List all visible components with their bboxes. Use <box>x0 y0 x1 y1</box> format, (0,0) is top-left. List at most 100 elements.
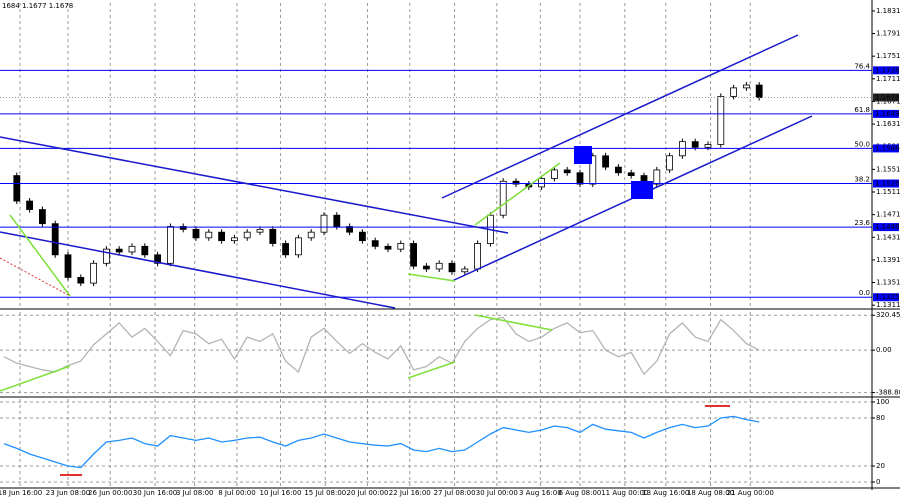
dotted-line <box>0 257 71 297</box>
y-tick-label: 100 <box>876 398 889 406</box>
candle <box>704 144 712 148</box>
fib-price-label: 1.1649 <box>875 110 900 118</box>
candle <box>371 240 379 247</box>
x-tick-label: 8 Jul 00:00 <box>218 489 256 497</box>
candle <box>602 155 609 168</box>
fib-price-box <box>873 144 899 153</box>
candle <box>179 226 187 230</box>
candle <box>333 214 341 227</box>
x-tick-label: 13 Aug 16:00 <box>642 489 689 497</box>
y-tick-label: 1.1351 <box>876 279 900 287</box>
x-tick-label: 18 Jun 16:00 <box>0 489 42 497</box>
fib-ratio: 23.6 <box>854 219 870 227</box>
x-tick-label: 22 Jul 16:00 <box>389 489 431 497</box>
candle <box>448 262 456 273</box>
y-tick-label: -388.802 <box>876 389 900 397</box>
candle <box>90 262 97 284</box>
divergence-line <box>474 162 561 226</box>
last-price-label: 1.1678 <box>875 93 900 101</box>
x-tick-label: 30 Jun 16:00 <box>133 489 177 497</box>
y-tick-label: 1.1511 <box>876 188 900 196</box>
x-tick-label: 23 Jun 08:00 <box>46 489 90 497</box>
candle <box>103 248 110 264</box>
y-tick-label: 1.1711 <box>876 75 900 83</box>
candle <box>422 265 430 270</box>
candle <box>51 223 59 256</box>
fib-price-label: 1.1588 <box>875 144 900 152</box>
candle <box>755 84 763 98</box>
y-tick-label: 1.1791 <box>876 30 900 38</box>
candle <box>192 228 200 239</box>
header-quote: 1684 1.1677 1.1678 <box>2 2 73 10</box>
indicator-line <box>3 415 760 469</box>
fib-ratio: 0.0 <box>859 289 870 297</box>
y-tick-label: 20 <box>876 462 885 470</box>
candle <box>717 95 725 145</box>
candle <box>576 172 584 185</box>
divergence-line <box>0 365 71 392</box>
candle <box>115 248 123 253</box>
y-tick-label: 1.1391 <box>876 256 900 264</box>
y-tick-label: 0 <box>876 478 880 486</box>
candle <box>627 172 635 176</box>
y-tick-label: 1.1631 <box>876 120 900 128</box>
fib-price-box <box>873 179 899 188</box>
candle <box>256 228 264 233</box>
candle <box>666 155 673 171</box>
candle <box>218 231 226 242</box>
fib-price-box <box>873 109 899 118</box>
last-price-box <box>873 93 899 102</box>
fib-price-box <box>873 293 899 302</box>
divergence-line <box>407 273 456 282</box>
y-tick-label: 1.1831 <box>876 7 900 15</box>
trend-line <box>0 231 396 309</box>
candle <box>499 180 507 216</box>
y-tick-label: 1.1311 <box>876 301 900 309</box>
candle <box>397 243 405 250</box>
candle <box>615 166 622 174</box>
candle <box>320 214 328 233</box>
candle <box>307 231 315 239</box>
candle <box>474 243 482 270</box>
candle <box>13 175 21 202</box>
fib-price-label: 1.1726 <box>875 66 900 74</box>
candle <box>205 231 213 239</box>
candle <box>282 243 290 256</box>
candle <box>294 237 302 256</box>
indicator-line <box>3 316 760 376</box>
candle <box>730 87 737 97</box>
x-tick-label: 15 Jul 08:00 <box>304 489 346 497</box>
fib-price-label: 1.1449 <box>875 223 900 231</box>
highlight-box <box>631 181 653 199</box>
candle <box>435 262 443 270</box>
candle <box>563 169 571 174</box>
x-tick-label: 6 Aug 08:00 <box>559 489 602 497</box>
candle <box>166 226 174 264</box>
candle <box>589 155 597 185</box>
highlight-box <box>574 146 592 164</box>
fib-price-label: 1.1325 <box>875 293 900 301</box>
candle <box>230 237 238 242</box>
candle <box>384 245 392 250</box>
y-tick-label: 80 <box>876 414 885 422</box>
y-tick-label: 320.4558 <box>876 311 900 319</box>
fib-ratio: 61.8 <box>854 106 870 114</box>
candle <box>538 178 545 188</box>
y-tick-label: 1.1431 <box>876 233 900 241</box>
x-tick-label: 27 Jul 08:00 <box>434 489 476 497</box>
candle <box>141 245 149 256</box>
trend-line <box>441 34 799 199</box>
candle <box>461 268 469 273</box>
candle <box>512 180 520 185</box>
x-tick-label: 10 Jul 16:00 <box>259 489 301 497</box>
candle <box>691 141 699 148</box>
y-tick-label: 1.1551 <box>876 165 900 173</box>
candle <box>64 254 72 278</box>
divergence-line <box>407 361 456 379</box>
x-tick-label: 20 Jul 00:00 <box>347 489 389 497</box>
candle <box>243 231 251 239</box>
x-tick-label: 18 Aug 08:00 <box>687 489 734 497</box>
trend-line <box>0 136 509 234</box>
